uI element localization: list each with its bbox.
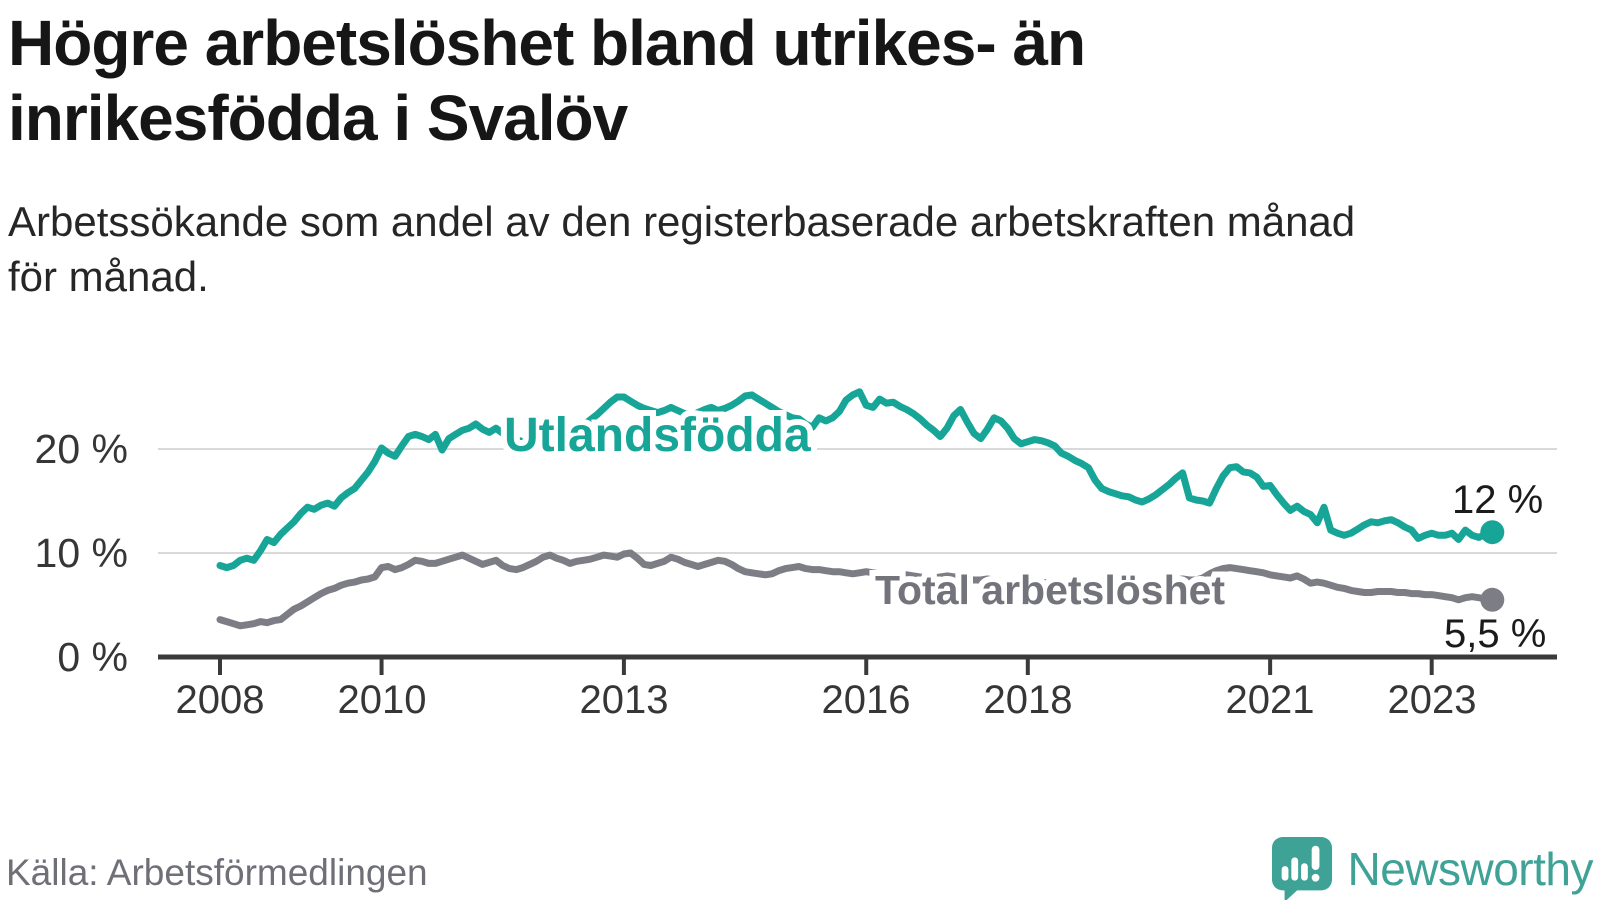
end-dot-total [1480, 587, 1505, 612]
end-value-label-utlandsfodda: 12 % [1452, 478, 1544, 522]
x-axis-label-2021: 2021 [1225, 678, 1315, 722]
newsworthy-brand: Newsworthy [1271, 836, 1593, 900]
page-title: Högre arbetslöshet bland utrikes- än inr… [8, 6, 1568, 156]
x-axis-label-2018: 2018 [983, 678, 1073, 722]
subtitle-line-2: för månad. [8, 253, 209, 300]
end-value-label-total: 5,5 % [1444, 612, 1547, 656]
series-line-utlandsfodda [216, 388, 1496, 572]
chart-subtitle: Arbetssökande som andel av den registerb… [8, 194, 1568, 304]
x-axis-label-2008: 2008 [175, 678, 265, 722]
y-axis-label-0: 0 % [57, 634, 128, 680]
y-axis-label-20: 20 % [34, 426, 128, 472]
title-line-2: inrikesfödda i Svalöv [8, 82, 628, 154]
end-dot-utlandsfodda [1480, 520, 1505, 545]
newsworthy-wordmark: Newsworthy [1347, 843, 1593, 895]
x-axis-label-2016: 2016 [821, 678, 911, 722]
x-axis-label-2013: 2013 [579, 678, 669, 722]
newsworthy-logo-icon [1271, 836, 1333, 900]
y-axis-label-10: 10 % [34, 530, 128, 576]
series-label-total-arbetsloshet: Total arbetslöshet [875, 567, 1225, 614]
x-axis-label-2010: 2010 [337, 678, 427, 722]
series-line-total [216, 549, 1496, 630]
title-line-1: Högre arbetslöshet bland utrikes- än [8, 7, 1086, 79]
subtitle-line-1: Arbetssökande som andel av den registerb… [8, 198, 1356, 245]
x-axis-label-2023: 2023 [1387, 678, 1477, 722]
source-note: Källa: Arbetsförmedlingen [6, 852, 428, 893]
series-label-utlandsfodda: Utlandsfödda [504, 408, 811, 463]
